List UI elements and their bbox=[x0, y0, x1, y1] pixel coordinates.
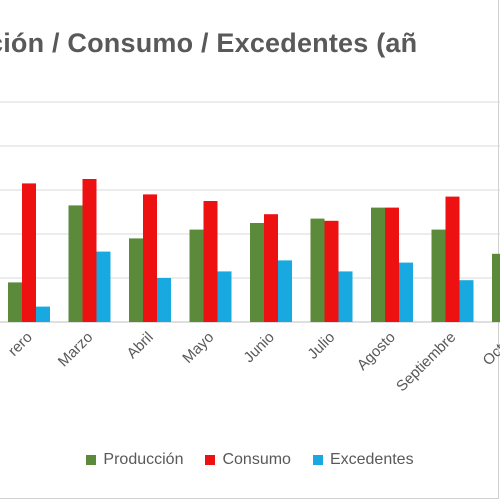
bar-produccion-septiembre bbox=[431, 229, 446, 322]
x-tick-label: Mayo bbox=[179, 329, 217, 367]
bar-excedentes-julio bbox=[338, 271, 353, 322]
bar-consumo-mayo bbox=[203, 201, 218, 322]
bar-excedentes-marzo bbox=[96, 251, 111, 322]
x-tick-label: Abril bbox=[124, 329, 157, 362]
bar-excedentes-agosto bbox=[399, 262, 413, 322]
x-tick-label: Septiembre bbox=[393, 329, 459, 395]
bar-produccion-marzo bbox=[68, 205, 83, 322]
bar-produccion-abril bbox=[129, 238, 143, 322]
x-tick-label: rero bbox=[5, 329, 36, 360]
bar-excedentes-abril bbox=[157, 278, 171, 322]
bar-produccion-julio bbox=[310, 218, 325, 322]
bar-consumo-junio bbox=[264, 214, 278, 322]
legend-swatch-produccion bbox=[86, 455, 97, 465]
bar-excedentes-rero bbox=[36, 306, 50, 322]
bar-consumo-marzo bbox=[82, 179, 97, 322]
legend: Producción Consumo Excedentes bbox=[0, 451, 500, 469]
x-tick-label: Marzo bbox=[55, 329, 96, 370]
bar-consumo-abril bbox=[143, 194, 157, 322]
legend-swatch-excedentes bbox=[312, 455, 323, 465]
bar-excedentes-septiembre bbox=[459, 280, 474, 322]
bars bbox=[8, 179, 500, 322]
legend-label-produccion: Producción bbox=[103, 451, 184, 468]
legend-entry-consumo: Consumo bbox=[205, 451, 291, 469]
bar-consumo-septiembre bbox=[445, 196, 460, 322]
legend-swatch-consumo bbox=[205, 455, 216, 465]
x-tick-labels: rero Marzo Abril Mayo Junio Julio AgostoSeptie… bbox=[5, 329, 500, 395]
bar-produccion-octub bbox=[492, 253, 500, 322]
x-tick-label: Agosto bbox=[354, 329, 399, 374]
bar-produccion-agosto bbox=[371, 207, 385, 322]
bar-excedentes-mayo bbox=[217, 271, 232, 322]
x-tick-label: Octub bbox=[480, 329, 500, 369]
bar-consumo-agosto bbox=[385, 207, 399, 322]
legend-entry-excedentes: Excedentes bbox=[312, 451, 414, 469]
x-tick-label: Junio bbox=[240, 329, 277, 366]
bar-produccion-mayo bbox=[189, 229, 204, 322]
bar-produccion-rero bbox=[8, 282, 22, 322]
legend-label-consumo: Consumo bbox=[222, 451, 291, 468]
legend-label-excedentes: Excedentes bbox=[329, 451, 414, 468]
legend-entry-produccion: Producción bbox=[86, 451, 183, 469]
bar-produccion-junio bbox=[250, 223, 264, 322]
bar-excedentes-junio bbox=[278, 260, 292, 322]
bar-consumo-rero bbox=[22, 183, 36, 322]
x-tick-label: Julio bbox=[304, 329, 338, 363]
bar-consumo-julio bbox=[324, 220, 339, 322]
chart-title: ción / Consumo / Excedentes (añ bbox=[0, 28, 418, 58]
